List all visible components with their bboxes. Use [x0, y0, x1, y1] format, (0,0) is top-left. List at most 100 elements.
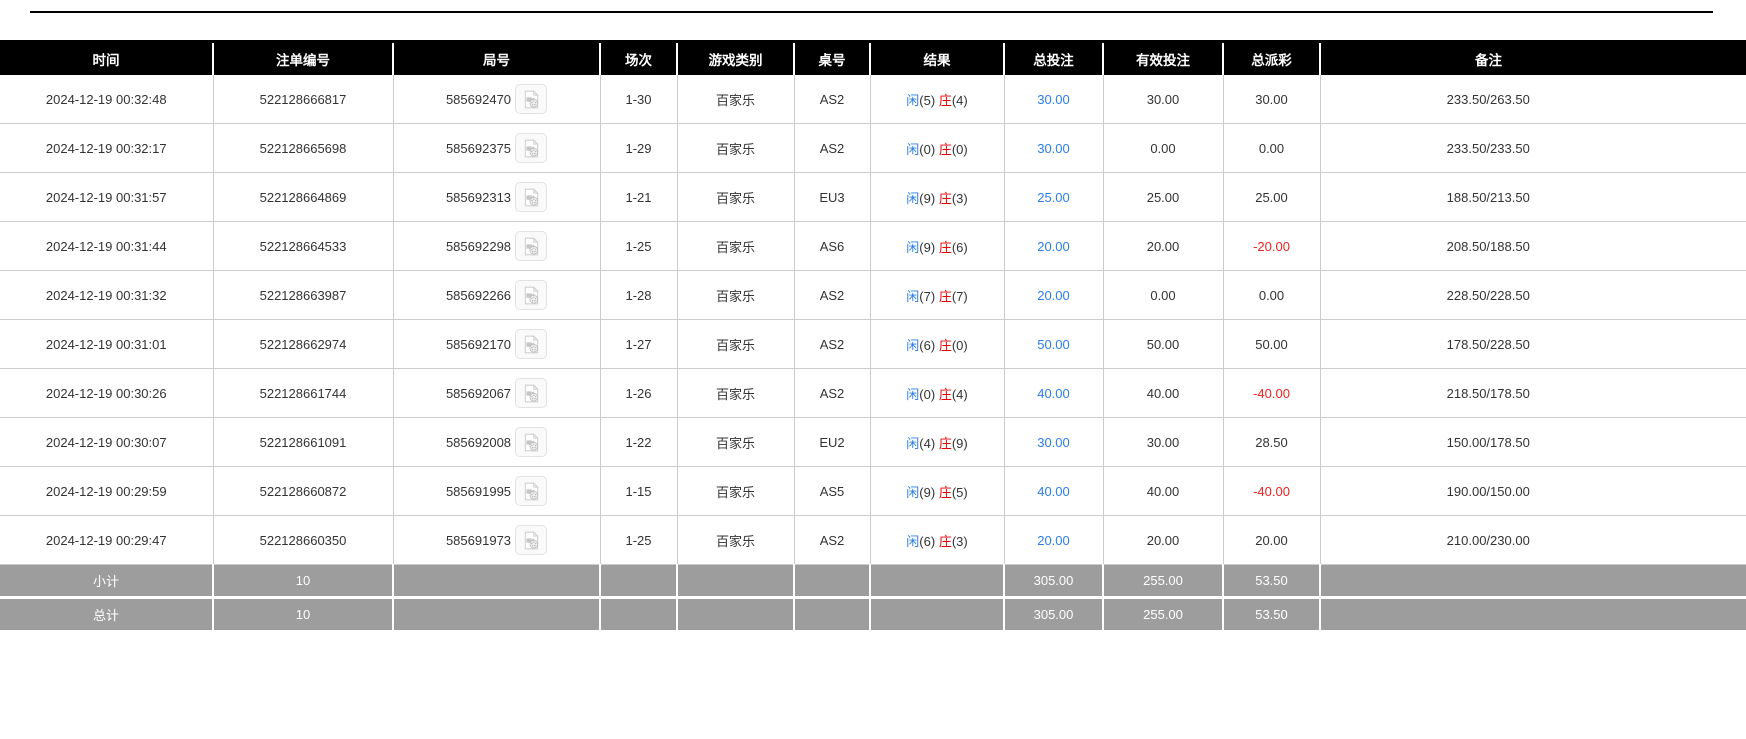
col-header-table-number: 桌号	[793, 43, 870, 75]
bet-number-cell: 522128665698	[212, 123, 393, 173]
session-cell: 1-27	[599, 319, 677, 369]
payout-cell: -20.00	[1222, 221, 1320, 271]
result-player-label: 闲	[906, 337, 920, 353]
result-player-value: (9)	[919, 190, 936, 206]
round-number-cell: 585692266	[392, 270, 600, 320]
payout-cell: 30.00	[1222, 75, 1320, 124]
grand-total-row: 总计 10 305.00 255.00 53.50	[0, 596, 1746, 630]
result-player-label: 闲	[906, 533, 920, 549]
payout-cell: 20.00	[1222, 515, 1320, 565]
result-banker-value: (5)	[951, 484, 968, 500]
game-type-cell: 百家乐	[676, 75, 794, 124]
round-number: 585692008	[445, 434, 512, 450]
valid-bet-cell: 25.00	[1102, 172, 1223, 222]
video-replay-icon[interactable]	[515, 182, 548, 212]
subtotal-valid-bet: 255.00	[1102, 564, 1223, 598]
result-banker-value: (7)	[951, 288, 968, 304]
remark-cell: 218.50/178.50	[1319, 368, 1746, 418]
time-cell: 2024-12-19 00:31:01	[0, 319, 213, 369]
round-number-cell: 585692298	[392, 221, 600, 271]
table-footer: 小计 10 305.00 255.00 53.50 总计 10	[0, 564, 1746, 630]
round-number-cell: 585692375	[392, 123, 600, 173]
col-header-result: 结果	[869, 43, 1004, 75]
round-number: 585691973	[445, 532, 512, 548]
grand-total-valid-bet: 255.00	[1102, 596, 1223, 630]
result-cell: 闲(7) 庄(7)	[869, 270, 1004, 320]
time-cell: 2024-12-19 00:31:44	[0, 221, 213, 271]
video-replay-icon[interactable]	[515, 133, 548, 163]
payout-cell: 0.00	[1222, 123, 1320, 173]
result-player-value: (9)	[919, 484, 936, 500]
remark-cell: 188.50/213.50	[1319, 172, 1746, 222]
table-body: 2024-12-19 00:32:48 522128666817 5856924…	[0, 75, 1746, 565]
time-cell: 2024-12-19 00:32:48	[0, 75, 213, 124]
round-number: 585692313	[445, 189, 512, 205]
payout-cell: 28.50	[1222, 417, 1320, 467]
result-player-label: 闲	[906, 435, 920, 451]
table-number-cell: AS5	[793, 466, 870, 516]
bet-number-cell: 522128661744	[212, 368, 393, 418]
video-replay-icon[interactable]	[515, 280, 548, 310]
payout-cell: -40.00	[1222, 368, 1320, 418]
session-cell: 1-28	[599, 270, 677, 320]
video-replay-icon[interactable]	[515, 329, 548, 359]
subtotal-count: 10	[212, 564, 393, 598]
session-cell: 1-30	[599, 75, 677, 124]
result-banker-label: 庄	[938, 484, 952, 500]
remark-cell: 233.50/233.50	[1319, 123, 1746, 173]
valid-bet-cell: 0.00	[1102, 123, 1223, 173]
col-header-game-type: 游戏类别	[676, 43, 794, 75]
col-header-total-payout: 总派彩	[1222, 43, 1320, 75]
valid-bet-cell: 40.00	[1102, 368, 1223, 418]
result-player-value: (0)	[919, 141, 936, 157]
result-cell: 闲(9) 庄(6)	[869, 221, 1004, 271]
valid-bet-cell: 40.00	[1102, 466, 1223, 516]
top-divider	[30, 11, 1713, 13]
result-banker-label: 庄	[938, 533, 952, 549]
bet-number-cell: 522128661091	[212, 417, 393, 467]
table-row: 2024-12-19 00:31:57 522128664869 5856923…	[0, 172, 1746, 222]
video-replay-icon[interactable]	[515, 427, 548, 457]
video-replay-icon[interactable]	[515, 378, 548, 408]
grand-total-payout: 53.50	[1222, 596, 1320, 630]
table-number-cell: EU2	[793, 417, 870, 467]
round-number-cell: 585692008	[392, 417, 600, 467]
table-row: 2024-12-19 00:29:59 522128660872 5856919…	[0, 466, 1746, 516]
result-cell: 闲(6) 庄(0)	[869, 319, 1004, 369]
result-player-value: (7)	[919, 288, 936, 304]
result-player-value: (0)	[919, 386, 936, 402]
remark-cell: 178.50/228.50	[1319, 319, 1746, 369]
total-bet-cell: 30.00	[1003, 75, 1103, 124]
round-number: 585691995	[445, 483, 512, 499]
bet-records-table: 时间 注单编号 局号 场次 游戏类别 桌号 结果 总投注 有效投注 总派彩 备注…	[0, 43, 1746, 630]
result-banker-label: 庄	[938, 288, 952, 304]
remark-cell: 233.50/263.50	[1319, 75, 1746, 124]
result-cell: 闲(9) 庄(5)	[869, 466, 1004, 516]
col-header-total-bet: 总投注	[1003, 43, 1103, 75]
video-replay-icon[interactable]	[515, 84, 548, 114]
time-cell: 2024-12-19 00:30:07	[0, 417, 213, 467]
table-row: 2024-12-19 00:32:17 522128665698 5856923…	[0, 123, 1746, 173]
valid-bet-cell: 30.00	[1102, 417, 1223, 467]
round-number: 585692470	[445, 91, 512, 107]
table-row: 2024-12-19 00:30:26 522128661744 5856920…	[0, 368, 1746, 418]
remark-cell: 190.00/150.00	[1319, 466, 1746, 516]
payout-cell: 25.00	[1222, 172, 1320, 222]
result-cell: 闲(6) 庄(3)	[869, 515, 1004, 565]
session-cell: 1-22	[599, 417, 677, 467]
session-cell: 1-25	[599, 221, 677, 271]
video-replay-icon[interactable]	[515, 231, 548, 261]
subtotal-label: 小计	[0, 564, 213, 598]
time-cell: 2024-12-19 00:32:17	[0, 123, 213, 173]
result-player-value: (6)	[919, 533, 936, 549]
result-player-value: (5)	[919, 92, 936, 108]
video-replay-icon[interactable]	[515, 476, 548, 506]
table-row: 2024-12-19 00:31:01 522128662974 5856921…	[0, 319, 1746, 369]
valid-bet-cell: 30.00	[1102, 75, 1223, 124]
subtotal-payout: 53.50	[1222, 564, 1320, 598]
total-bet-cell: 50.00	[1003, 319, 1103, 369]
time-cell: 2024-12-19 00:31:32	[0, 270, 213, 320]
video-replay-icon[interactable]	[515, 525, 548, 555]
round-number-cell: 585692067	[392, 368, 600, 418]
table-number-cell: EU3	[793, 172, 870, 222]
